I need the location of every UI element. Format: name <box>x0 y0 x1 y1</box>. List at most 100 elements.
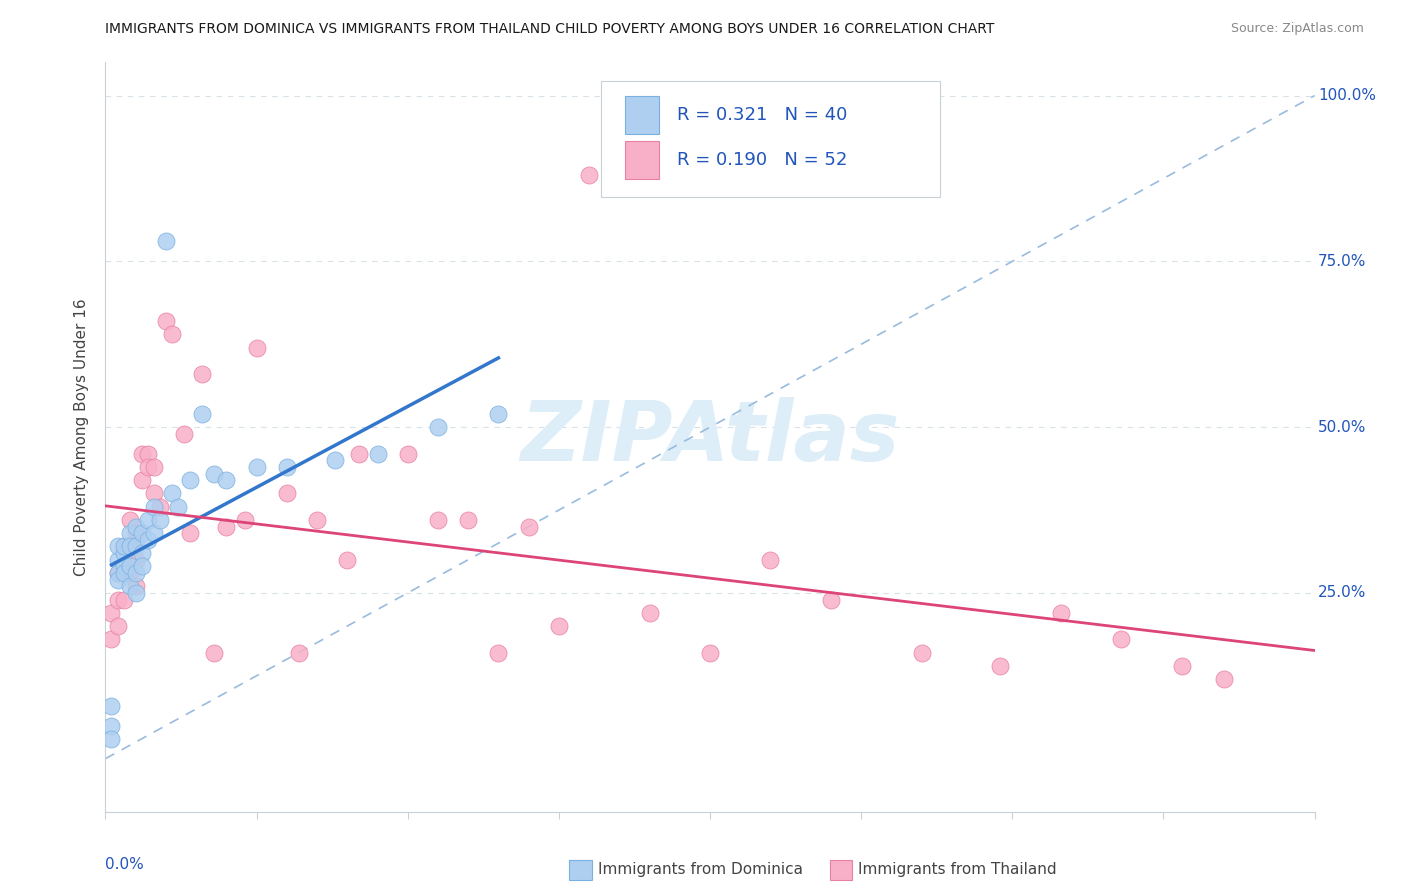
Text: 100.0%: 100.0% <box>1319 88 1376 103</box>
Point <box>426 420 449 434</box>
Point <box>349 447 371 461</box>
Point <box>202 467 225 481</box>
Point <box>173 426 195 441</box>
Point <box>118 559 141 574</box>
Point <box>638 606 661 620</box>
Text: IMMIGRANTS FROM DOMINICA VS IMMIGRANTS FROM THAILAND CHILD POVERTY AMONG BOYS UN: IMMIGRANTS FROM DOMINICA VS IMMIGRANTS F… <box>105 22 995 37</box>
Point <box>215 519 238 533</box>
FancyBboxPatch shape <box>830 860 852 880</box>
Text: 25.0%: 25.0% <box>1319 585 1367 600</box>
Point <box>131 447 153 461</box>
Text: R = 0.321   N = 40: R = 0.321 N = 40 <box>678 106 848 124</box>
Point <box>911 646 934 660</box>
FancyBboxPatch shape <box>569 860 592 880</box>
Point <box>112 566 135 580</box>
Point <box>191 367 214 381</box>
Point <box>124 519 148 533</box>
Point <box>179 526 201 541</box>
Point <box>100 731 122 746</box>
Point <box>107 566 129 580</box>
Point <box>100 632 122 647</box>
Point <box>149 513 172 527</box>
Y-axis label: Child Poverty Among Boys Under 16: Child Poverty Among Boys Under 16 <box>75 298 90 576</box>
Point <box>112 559 135 574</box>
Point <box>396 447 419 461</box>
Text: Source: ZipAtlas.com: Source: ZipAtlas.com <box>1230 22 1364 36</box>
Point <box>124 579 148 593</box>
Point <box>112 546 135 560</box>
Point <box>215 473 238 487</box>
Point <box>366 447 388 461</box>
Point <box>245 341 267 355</box>
Text: R = 0.190   N = 52: R = 0.190 N = 52 <box>678 151 848 169</box>
Point <box>517 519 540 533</box>
Point <box>112 540 135 554</box>
Point <box>759 553 782 567</box>
Point <box>100 718 122 732</box>
Point <box>118 540 141 554</box>
Point <box>100 698 122 713</box>
Point <box>107 592 129 607</box>
Point <box>160 327 183 342</box>
Point <box>1170 658 1192 673</box>
Point <box>149 500 172 514</box>
Point <box>131 526 153 541</box>
Point <box>112 592 135 607</box>
Point <box>118 513 141 527</box>
Point <box>457 513 479 527</box>
Point <box>202 646 225 660</box>
Point <box>276 459 298 474</box>
Point <box>820 592 842 607</box>
Point <box>426 513 449 527</box>
Point <box>245 459 267 474</box>
Point <box>124 566 148 580</box>
Point <box>155 235 177 249</box>
Point <box>124 540 148 554</box>
FancyBboxPatch shape <box>602 81 939 197</box>
Point <box>323 453 346 467</box>
Point <box>124 526 148 541</box>
FancyBboxPatch shape <box>626 96 659 134</box>
Point <box>1049 606 1071 620</box>
Point <box>136 459 159 474</box>
Point <box>578 168 600 182</box>
Point <box>118 540 141 554</box>
Point <box>486 407 509 421</box>
Point <box>107 553 129 567</box>
Point <box>142 459 165 474</box>
Point <box>548 619 571 633</box>
Point <box>107 573 129 587</box>
Point <box>131 473 153 487</box>
Point <box>1109 632 1132 647</box>
Point <box>160 486 183 500</box>
Point <box>136 513 159 527</box>
Point <box>118 566 141 580</box>
Point <box>155 314 177 328</box>
Text: 0.0%: 0.0% <box>105 856 145 871</box>
Point <box>131 559 153 574</box>
Point <box>112 566 135 580</box>
Point <box>107 619 129 633</box>
Point <box>100 606 122 620</box>
Point <box>142 500 165 514</box>
Point <box>307 513 329 527</box>
Point <box>191 407 214 421</box>
Point <box>136 533 159 547</box>
Point <box>288 646 311 660</box>
Point <box>124 586 148 600</box>
Point <box>1212 672 1236 686</box>
Text: 75.0%: 75.0% <box>1319 254 1367 268</box>
Point <box>107 566 129 580</box>
Point <box>112 540 135 554</box>
Point <box>699 646 721 660</box>
Text: 50.0%: 50.0% <box>1319 419 1367 434</box>
Point <box>118 526 141 541</box>
Point <box>167 500 190 514</box>
Point <box>142 486 165 500</box>
Text: ZIPAtlas: ZIPAtlas <box>520 397 900 477</box>
Point <box>118 579 141 593</box>
Point <box>142 526 165 541</box>
Point <box>988 658 1011 673</box>
Point <box>336 553 359 567</box>
Point <box>107 540 129 554</box>
